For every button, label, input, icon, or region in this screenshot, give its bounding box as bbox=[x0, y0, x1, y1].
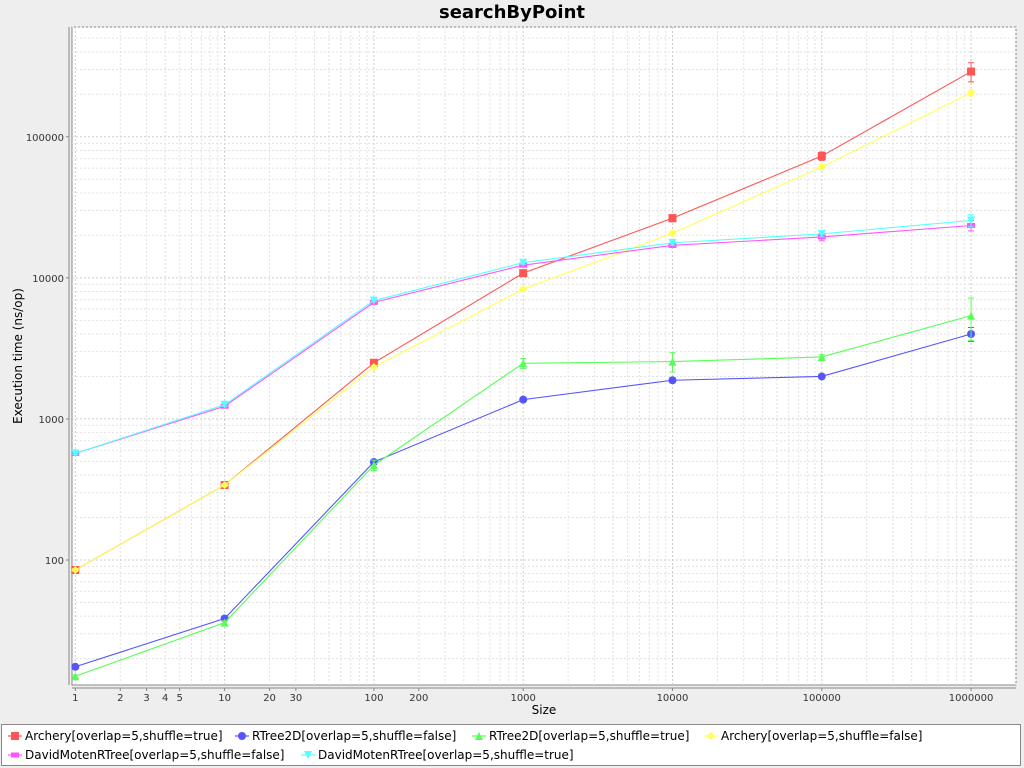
data-point bbox=[519, 285, 528, 294]
series-3 bbox=[71, 88, 976, 574]
data-point bbox=[519, 258, 528, 267]
data-point bbox=[519, 269, 528, 278]
series-2 bbox=[71, 297, 976, 681]
legend-swatch-rtree2d-shuffle-true bbox=[472, 732, 486, 740]
series-layer bbox=[71, 62, 976, 681]
data-point bbox=[71, 662, 80, 671]
x-tick-label: 200 bbox=[409, 693, 428, 704]
data-point bbox=[817, 152, 826, 161]
data-point bbox=[220, 618, 229, 627]
y-tick-label: 10000 bbox=[32, 274, 64, 285]
y-axis-label: Execution time (ns/op) bbox=[11, 288, 25, 424]
chart: searchByPoint 1 2 3 4 5 10 20 30 100 200 1000 10000… bbox=[11, 2, 1017, 717]
data-point bbox=[71, 449, 80, 458]
legend-swatch-marker bbox=[304, 751, 312, 759]
legend-label: DavidMotenRTree[overlap=5,shuffle=true] bbox=[318, 748, 574, 762]
legend-swatch-archery-shuffle-false bbox=[704, 732, 718, 740]
data-point bbox=[967, 216, 976, 225]
data-point bbox=[220, 481, 229, 490]
legend-swatch-marker bbox=[707, 732, 715, 740]
data-point bbox=[817, 229, 826, 238]
x-tick-label: 100000 bbox=[803, 693, 841, 704]
x-tick-label: 2 bbox=[117, 693, 123, 704]
legend-swatch-marker bbox=[238, 732, 246, 740]
legend-swatch-rtree2d-shuffle-false bbox=[235, 732, 249, 740]
data-point bbox=[369, 296, 378, 305]
y-tick-label: 100000 bbox=[26, 133, 64, 144]
x-tick-label: 10 bbox=[218, 693, 231, 704]
x-tick-label: 5 bbox=[176, 693, 182, 704]
data-point bbox=[967, 88, 976, 97]
legend-label: DavidMotenRTree[overlap=5,shuffle=false] bbox=[25, 748, 285, 762]
data-point bbox=[519, 395, 528, 404]
data-point bbox=[369, 461, 378, 470]
legend-label: Archery[overlap=5,shuffle=true] bbox=[25, 729, 223, 743]
x-tick-label: 10000 bbox=[657, 693, 689, 704]
data-point bbox=[220, 400, 229, 409]
data-point bbox=[817, 372, 826, 381]
x-axis-label: Size bbox=[532, 703, 557, 717]
axes: 1 2 3 4 5 10 20 30 100 200 1000 10000 100000 1000000 1… bbox=[26, 27, 1016, 704]
data-point bbox=[71, 565, 80, 574]
data-point bbox=[369, 358, 378, 367]
x-tick-label: 30 bbox=[289, 693, 302, 704]
legend-swatch-archery-shuffle-true bbox=[8, 732, 22, 740]
data-point bbox=[369, 363, 378, 372]
legend-label: Archery[overlap=5,shuffle=false] bbox=[721, 729, 923, 743]
data-point bbox=[668, 229, 677, 238]
x-tick-label: 100 bbox=[364, 693, 383, 704]
data-point bbox=[71, 672, 80, 681]
legend-swatch-marker bbox=[11, 752, 19, 758]
legend-swatch-marker bbox=[475, 732, 483, 740]
series-5 bbox=[71, 214, 976, 458]
x-tick-label: 3 bbox=[143, 693, 149, 704]
data-point bbox=[967, 311, 976, 320]
legend-swatch-davidmoten-shuffle-false bbox=[8, 752, 22, 758]
x-tick-label: 20 bbox=[263, 693, 276, 704]
x-tick-label: 1000000 bbox=[949, 693, 994, 704]
x-tick-label: 4 bbox=[162, 693, 168, 704]
data-point bbox=[668, 238, 677, 247]
data-point bbox=[817, 163, 826, 172]
y-tick-label: 100 bbox=[45, 556, 64, 567]
data-point bbox=[668, 357, 677, 366]
legend-swatch-davidmoten-shuffle-true bbox=[301, 751, 315, 759]
data-point bbox=[817, 352, 826, 361]
y-tick-label: 1000 bbox=[39, 415, 64, 426]
legend-swatch-marker bbox=[11, 732, 19, 740]
legend-label: RTree2D[overlap=5,shuffle=true] bbox=[489, 729, 690, 743]
data-point bbox=[668, 376, 677, 385]
chart-title: searchByPoint bbox=[439, 2, 585, 23]
x-tick-label: 1000 bbox=[510, 693, 535, 704]
x-tick-label: 1 bbox=[72, 693, 78, 704]
legend: Archery[overlap=5,shuffle=true] RTree2D[… bbox=[1, 724, 1021, 766]
grid bbox=[72, 26, 1017, 685]
data-point bbox=[967, 67, 976, 76]
data-point bbox=[668, 214, 677, 223]
legend-label: RTree2D[overlap=5,shuffle=false] bbox=[252, 729, 457, 743]
data-point bbox=[519, 359, 528, 368]
